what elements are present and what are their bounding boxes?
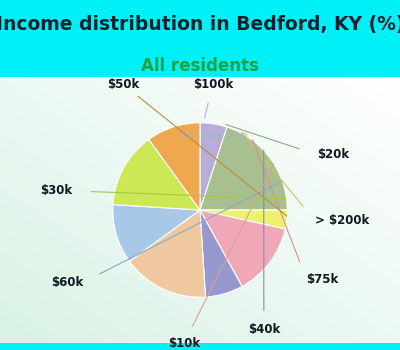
Wedge shape xyxy=(149,123,200,210)
Text: $50k: $50k xyxy=(107,78,140,91)
Text: City-Data.com: City-Data.com xyxy=(178,131,248,140)
Wedge shape xyxy=(200,210,285,286)
Wedge shape xyxy=(200,123,227,210)
Text: $10k: $10k xyxy=(168,336,200,350)
Text: > $200k: > $200k xyxy=(315,214,369,227)
Wedge shape xyxy=(113,139,200,210)
Wedge shape xyxy=(200,210,242,297)
Wedge shape xyxy=(200,210,287,229)
Text: $100k: $100k xyxy=(193,78,233,91)
Text: $40k: $40k xyxy=(248,323,280,336)
Text: $20k: $20k xyxy=(317,148,349,161)
Wedge shape xyxy=(113,204,200,261)
Wedge shape xyxy=(200,127,287,210)
Text: $30k: $30k xyxy=(40,184,72,197)
Text: Income distribution in Bedford, KY (%): Income distribution in Bedford, KY (%) xyxy=(0,15,400,34)
Wedge shape xyxy=(130,210,206,297)
Text: All residents: All residents xyxy=(141,57,259,75)
Text: $60k: $60k xyxy=(51,276,83,289)
Text: $75k: $75k xyxy=(306,273,339,286)
